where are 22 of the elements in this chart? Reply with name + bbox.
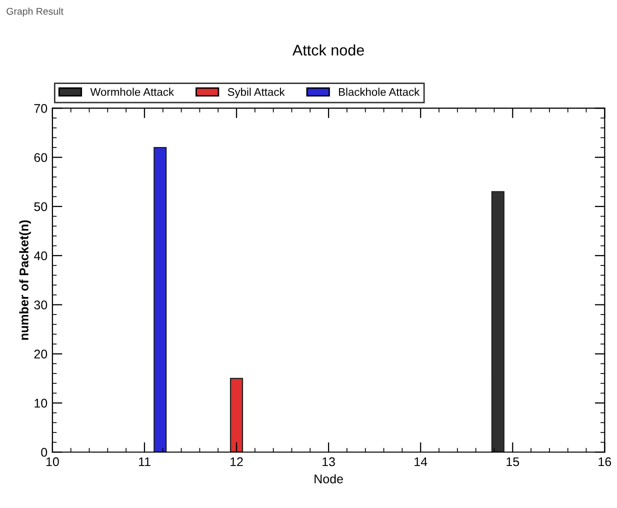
x-tick-label: 11 xyxy=(138,457,150,466)
y-tick-label: 0 xyxy=(41,448,48,457)
y-tick-label: 70 xyxy=(34,104,48,113)
y-tick-label: 10 xyxy=(34,398,48,408)
x-tick-label: 13 xyxy=(322,457,335,466)
y-tick-label: 60 xyxy=(34,153,48,162)
y-tick-label: 30 xyxy=(34,300,48,310)
x-tick-label: 12 xyxy=(230,457,243,466)
x-tick-label: 10 xyxy=(46,457,59,466)
y-tick-label: 20 xyxy=(34,350,48,359)
y-axis-title: number of Packet(n) xyxy=(19,220,31,340)
text: Graph Result xyxy=(6,8,64,17)
x-axis-title: Node xyxy=(314,474,343,484)
x-tick-label: 16 xyxy=(598,457,612,466)
chart-title: Attck node xyxy=(292,44,364,56)
y-tick-label: 40 xyxy=(34,251,48,260)
legend-label: Sybil Attack xyxy=(228,88,285,98)
x-tick-label: 14 xyxy=(414,457,428,466)
y-tick-label: 50 xyxy=(34,202,48,212)
legend-label: Wormhole Attack xyxy=(90,88,174,96)
x-tick-label: 15 xyxy=(506,457,520,466)
legend-label: Blackhole Attack xyxy=(339,88,420,96)
